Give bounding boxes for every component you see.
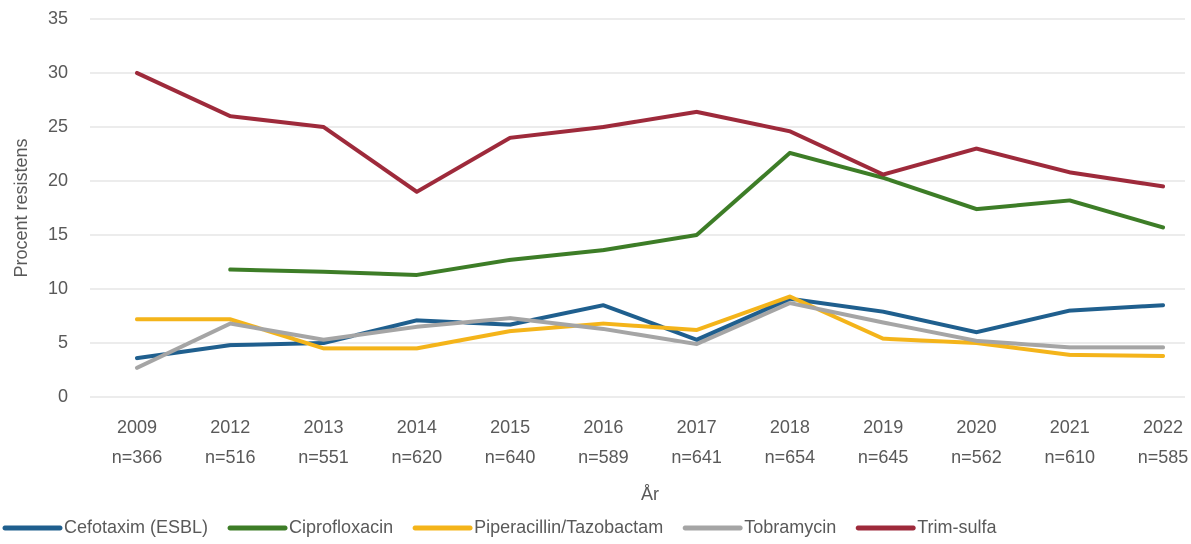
x-axis-label: År (641, 484, 659, 504)
x-tick-label: n=641 (671, 447, 722, 467)
x-tick-label: 2012 (210, 417, 250, 437)
x-tick-label: n=640 (485, 447, 536, 467)
x-tick-label: 2017 (677, 417, 717, 437)
series-line (135, 71, 1165, 194)
x-tick-label: n=620 (392, 447, 443, 467)
x-tick-label: 2021 (1050, 417, 1090, 437)
x-tick-label: n=610 (1044, 447, 1095, 467)
x-tick-label: n=366 (112, 447, 163, 467)
x-tick-label: n=516 (205, 447, 256, 467)
x-tick-label: 2009 (117, 417, 157, 437)
x-tick-label: n=551 (298, 447, 349, 467)
series-line (228, 150, 1165, 277)
y-tick-label: 35 (48, 8, 68, 28)
y-tick-label: 0 (58, 386, 68, 406)
y-tick-label: 15 (48, 224, 68, 244)
legend-label: Cefotaxim (ESBL) (64, 517, 208, 537)
x-tick-label: n=585 (1138, 447, 1189, 467)
x-tick-label: 2019 (863, 417, 903, 437)
x-tick-label: n=589 (578, 447, 629, 467)
y-tick-label: 20 (48, 170, 68, 190)
y-axis-label: Procent resistens (11, 138, 31, 277)
x-tick-label: 2014 (397, 417, 437, 437)
x-tick-label: 2020 (956, 417, 996, 437)
y-tick-label: 5 (58, 332, 68, 352)
legend-label: Piperacillin/Tazobactam (474, 517, 663, 537)
legend-label: Tobramycin (744, 517, 836, 537)
y-tick-label: 25 (48, 116, 68, 136)
series-line (135, 294, 1165, 358)
y-tick-label: 30 (48, 62, 68, 82)
x-tick-label: 2018 (770, 417, 810, 437)
series-line (135, 301, 1165, 370)
x-tick-label: 2016 (583, 417, 623, 437)
x-tick-label: n=645 (858, 447, 909, 467)
x-tick-label: 2022 (1143, 417, 1183, 437)
y-tick-label: 10 (48, 278, 68, 298)
x-tick-label: 2015 (490, 417, 530, 437)
x-tick-label: n=654 (765, 447, 816, 467)
legend-label: Ciprofloxacin (289, 517, 393, 537)
legend-label: Trim-sulfa (917, 517, 997, 537)
x-tick-label: n=562 (951, 447, 1002, 467)
x-tick-label: 2013 (304, 417, 344, 437)
